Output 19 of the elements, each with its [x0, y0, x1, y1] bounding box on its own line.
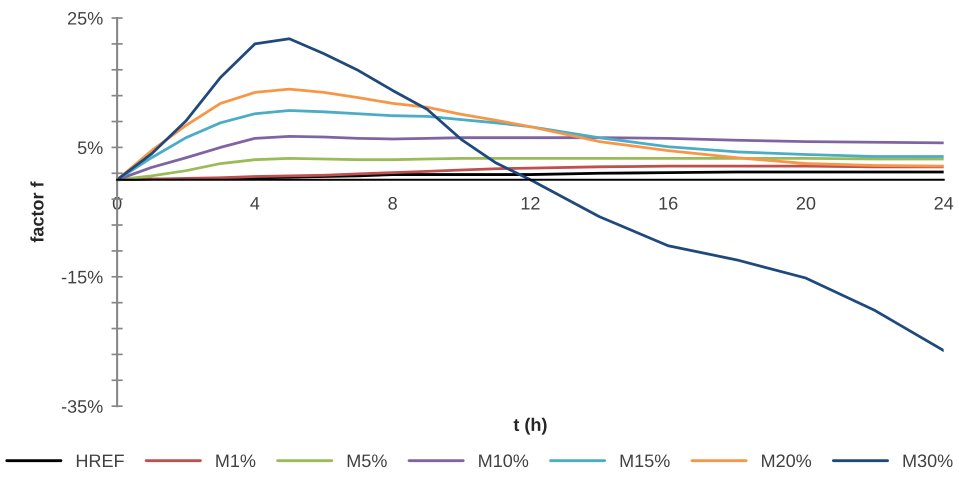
y-axis-title: factor f — [30, 181, 44, 242]
x-tick-label: 24 — [934, 196, 954, 210]
legend-label: M10% — [479, 454, 528, 468]
legend-label: M1% — [216, 454, 256, 468]
y-tick-label: 5% — [78, 141, 103, 154]
legend-label: HREF — [76, 454, 124, 468]
x-tick-label: 8 — [388, 196, 397, 210]
legend-label: M15% — [620, 454, 670, 468]
x-tick-label: 16 — [659, 196, 678, 210]
x-tick-label: 12 — [522, 196, 540, 210]
y-tick-label: -15% — [62, 270, 103, 284]
legend-label: M30% — [904, 454, 953, 468]
x-axis-title: t (h) — [514, 418, 547, 435]
x-tick-label: 20 — [796, 196, 816, 210]
legend-label: M20% — [762, 454, 812, 468]
y-tick-label: -35% — [62, 400, 103, 413]
legend-label: M5% — [348, 454, 387, 468]
y-tick-label: 25% — [68, 12, 103, 25]
x-tick-label: 4 — [250, 197, 260, 210]
